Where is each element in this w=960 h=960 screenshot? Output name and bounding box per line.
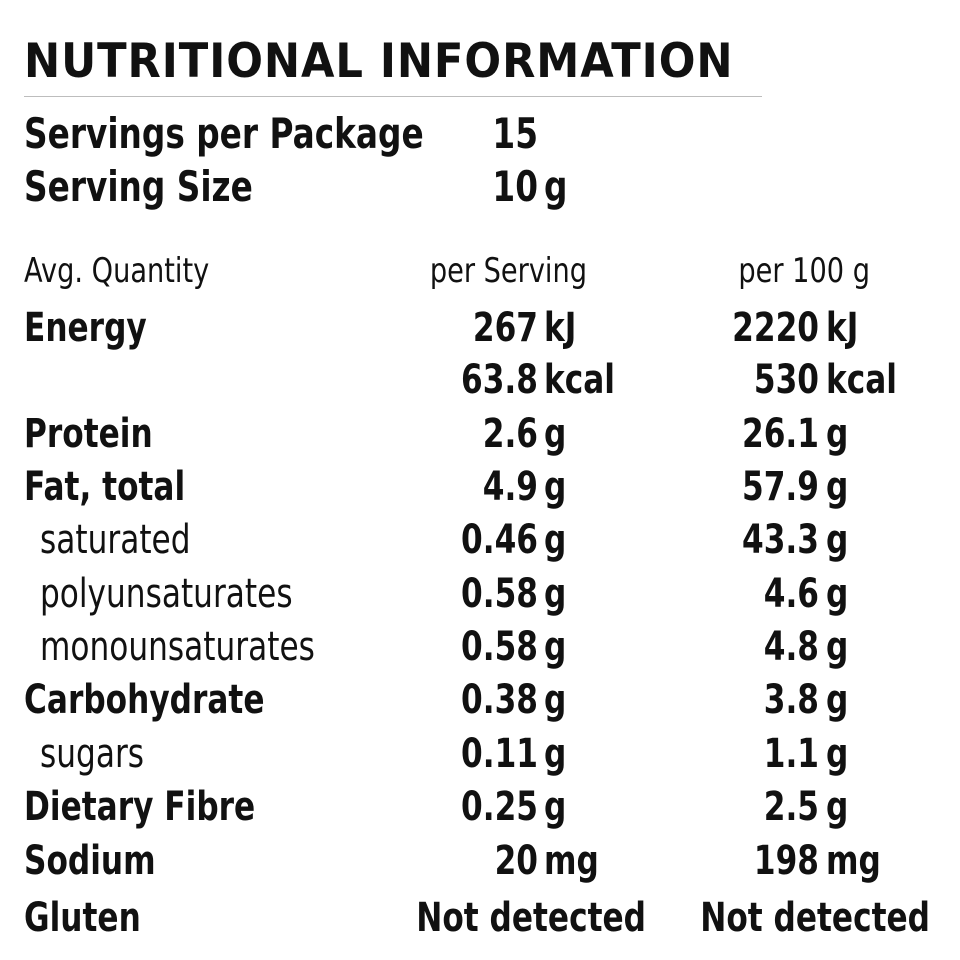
serving-size-value: 10 [492, 162, 538, 211]
gluten-row: Gluten Not detected Not detected [0, 892, 960, 944]
nutrient-row: Dietary Fibre 0.25 g 2.5 g [0, 781, 960, 833]
per-100g-quantity: 198 [753, 838, 819, 884]
per-serving-unit: g [544, 677, 567, 723]
per-serving-unit: mg [544, 838, 599, 884]
per-100g-quantity: 4.6 [763, 571, 819, 617]
gluten-per-100g: Not detected [700, 895, 930, 941]
nutrient-label: polyunsaturates [40, 571, 293, 617]
per-serving-unit: g [544, 517, 567, 563]
nutrient-row: Protein 2.6 g 26.1 g [0, 408, 960, 460]
per-serving-unit: g [544, 624, 567, 670]
nutrient-row: Fat, total 4.9 g 57.9 g [0, 461, 960, 513]
nutrient-row: Carbohydrate 0.38 g 3.8 g [0, 674, 960, 726]
nutrient-label: sugars [40, 731, 145, 777]
per-100g-unit: g [826, 464, 849, 510]
per-serving-quantity: 20 [494, 838, 538, 884]
per-100g-unit: kcal [826, 357, 897, 403]
per-100g-unit: g [826, 517, 849, 563]
per-100g-quantity: 26.1 [742, 411, 819, 457]
per-100g-quantity: 4.8 [763, 624, 819, 670]
per-serving-quantity: 0.46 [461, 517, 538, 563]
per-serving-unit: g [544, 571, 567, 617]
nutrient-label: Fat, total [24, 464, 186, 510]
per-100g-quantity: 57.9 [742, 464, 819, 510]
nutrient-label: monounsaturates [40, 624, 315, 670]
nutrient-row: Sodium 20 mg 198 mg [0, 835, 960, 887]
per-100g-unit: kJ [826, 305, 859, 351]
per-serving-quantity: 0.58 [461, 624, 538, 670]
per-100g-quantity: 2220 [732, 305, 819, 351]
page-title: NUTRITIONAL INFORMATION [24, 34, 734, 89]
per-serving-unit: g [544, 784, 567, 830]
nutrient-label: Carbohydrate [24, 677, 265, 723]
serving-size-unit: g [544, 162, 568, 211]
nutrient-label: Energy [24, 305, 147, 351]
per-serving-unit: kJ [544, 305, 577, 351]
nutrient-row: Energy 267 kJ 2220 kJ [0, 302, 960, 354]
nutrient-row: polyunsaturates 0.58 g 4.6 g [0, 568, 960, 620]
servings-per-package-row: Servings per Package 15 [0, 108, 960, 160]
per-100g-quantity: 3.8 [763, 677, 819, 723]
nutrient-label: Sodium [24, 838, 156, 884]
per-serving-quantity: 267 [472, 305, 538, 351]
per-100g-quantity: 43.3 [742, 517, 819, 563]
per-serving-unit: g [544, 411, 567, 457]
per-serving-quantity: 2.6 [482, 411, 538, 457]
per-serving-quantity: 0.11 [461, 731, 538, 777]
per-100g-unit: mg [826, 838, 881, 884]
nutrient-label: Protein [24, 411, 153, 457]
per-100g-unit: g [826, 571, 849, 617]
per-serving-quantity: 4.9 [482, 464, 538, 510]
gluten-label: Gluten [24, 895, 141, 941]
nutrient-label: saturated [40, 517, 191, 563]
per-serving-unit: kcal [544, 357, 615, 403]
nutrient-row: 63.8 kcal 530 kcal [0, 354, 960, 406]
per-100g-unit: g [826, 411, 849, 457]
per-serving-quantity: 63.8 [461, 357, 538, 403]
nutrient-row: saturated 0.46 g 43.3 g [0, 514, 960, 566]
nutrient-row: monounsaturates 0.58 g 4.8 g [0, 621, 960, 673]
serving-size-label: Serving Size [24, 162, 253, 211]
per-100g-unit: g [826, 624, 849, 670]
per-100g-unit: g [826, 677, 849, 723]
serving-size-row: Serving Size 10 g [0, 161, 960, 213]
nutrient-row: sugars 0.11 g 1.1 g [0, 728, 960, 780]
per-serving-quantity: 0.38 [461, 677, 538, 723]
gluten-per-serving: Not detected [416, 895, 646, 941]
nutrient-label: Dietary Fibre [24, 784, 256, 830]
per-serving-unit: g [544, 464, 567, 510]
column-header-per-serving: per Serving [429, 251, 587, 291]
per-100g-unit: g [826, 784, 849, 830]
servings-per-package-label: Servings per Package [24, 109, 424, 158]
column-header-per-100g: per 100 g [738, 251, 870, 291]
per-100g-unit: g [826, 731, 849, 777]
per-100g-quantity: 1.1 [763, 731, 819, 777]
column-header-row: Avg. Quantity per Serving per 100 g [0, 245, 960, 297]
per-100g-quantity: 530 [753, 357, 819, 403]
per-100g-quantity: 2.5 [763, 784, 819, 830]
title-divider [24, 96, 762, 97]
servings-per-package-value: 15 [492, 109, 538, 158]
per-serving-quantity: 0.58 [461, 571, 538, 617]
per-serving-unit: g [544, 731, 567, 777]
column-header-quantity: Avg. Quantity [24, 251, 210, 291]
per-serving-quantity: 0.25 [461, 784, 538, 830]
